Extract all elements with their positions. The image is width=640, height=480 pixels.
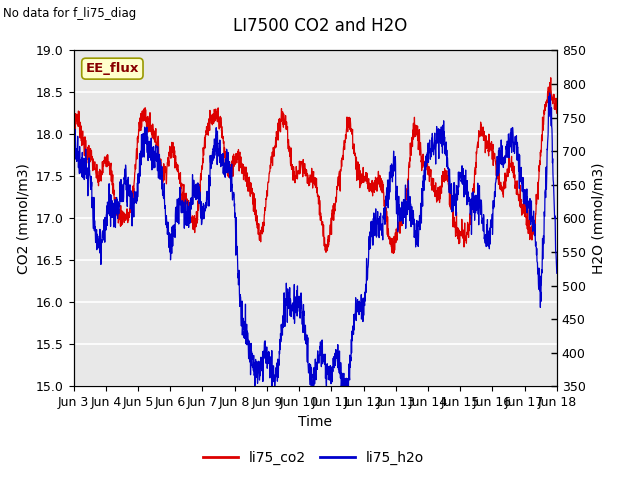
li75_co2 <box>547 75 555 81</box>
Y-axis label: CO2 (mmol/m3): CO2 (mmol/m3) <box>17 163 31 274</box>
Legend: li75_co2, li75_h2o: li75_co2, li75_h2o <box>198 445 429 471</box>
li75_h2o <box>553 270 561 276</box>
li75_co2 <box>305 177 312 182</box>
li75_h2o <box>305 362 312 368</box>
Text: EE_flux: EE_flux <box>86 62 139 75</box>
Line: li75_co2: li75_co2 <box>74 78 557 253</box>
li75_h2o <box>292 294 300 300</box>
li75_h2o <box>95 243 102 249</box>
li75_co2 <box>95 173 102 179</box>
li75_co2 <box>70 118 77 123</box>
Text: LI7500 CO2 and H2O: LI7500 CO2 and H2O <box>233 17 407 35</box>
li75_co2 <box>390 250 397 256</box>
Line: li75_h2o: li75_h2o <box>74 93 557 386</box>
li75_co2 <box>553 110 561 116</box>
li75_co2 <box>539 128 547 133</box>
X-axis label: Time: Time <box>298 415 332 429</box>
li75_co2 <box>292 174 300 180</box>
li75_co2 <box>451 224 458 230</box>
li75_co2 <box>539 127 547 132</box>
li75_h2o <box>70 139 77 145</box>
li75_h2o <box>539 238 547 244</box>
Text: No data for f_li75_diag: No data for f_li75_diag <box>3 7 136 20</box>
li75_h2o <box>451 198 458 204</box>
li75_h2o <box>268 384 276 389</box>
li75_h2o <box>546 90 554 96</box>
li75_h2o <box>539 256 547 262</box>
Y-axis label: H2O (mmol/m3): H2O (mmol/m3) <box>591 163 605 274</box>
